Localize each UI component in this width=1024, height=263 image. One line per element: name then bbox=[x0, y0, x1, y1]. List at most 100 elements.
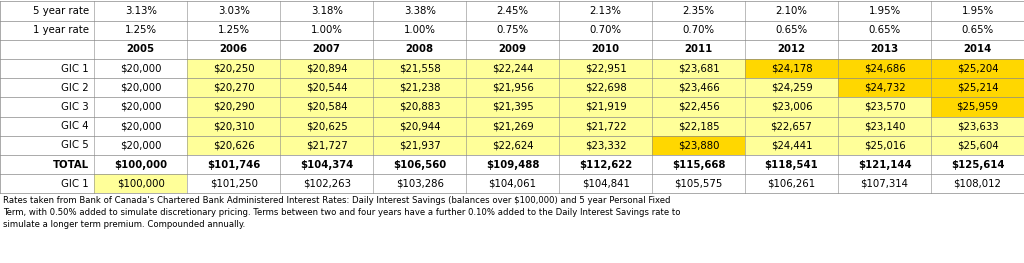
Text: 1.00%: 1.00% bbox=[310, 25, 343, 35]
Text: GIC 2: GIC 2 bbox=[61, 83, 89, 93]
Text: $20,000: $20,000 bbox=[120, 83, 162, 93]
Text: $20,883: $20,883 bbox=[399, 102, 440, 112]
Text: $23,140: $23,140 bbox=[864, 121, 905, 131]
Text: $106,560: $106,560 bbox=[393, 159, 446, 170]
Text: GIC 5: GIC 5 bbox=[61, 140, 89, 150]
Bar bbox=[838, 59, 931, 78]
Text: $125,614: $125,614 bbox=[950, 159, 1005, 170]
Text: $24,178: $24,178 bbox=[771, 63, 812, 74]
Text: 2008: 2008 bbox=[406, 44, 434, 54]
Text: 0.65%: 0.65% bbox=[868, 25, 900, 35]
Bar bbox=[281, 97, 373, 117]
Text: $20,290: $20,290 bbox=[213, 102, 255, 112]
Text: GIC 3: GIC 3 bbox=[61, 102, 89, 112]
Text: $22,624: $22,624 bbox=[492, 140, 534, 150]
Text: $20,894: $20,894 bbox=[306, 63, 347, 74]
Text: $21,558: $21,558 bbox=[398, 63, 440, 74]
Text: $104,061: $104,061 bbox=[488, 179, 537, 189]
Bar bbox=[838, 97, 931, 117]
Bar bbox=[466, 59, 559, 78]
Text: $101,746: $101,746 bbox=[207, 159, 260, 170]
Text: $100,000: $100,000 bbox=[117, 179, 165, 189]
Bar bbox=[652, 78, 745, 97]
Bar bbox=[373, 117, 466, 136]
Text: $20,270: $20,270 bbox=[213, 83, 255, 93]
Text: $24,732: $24,732 bbox=[863, 83, 905, 93]
Text: 2011: 2011 bbox=[684, 44, 713, 54]
Text: $121,144: $121,144 bbox=[858, 159, 911, 170]
Bar bbox=[745, 78, 838, 97]
Text: $22,657: $22,657 bbox=[771, 121, 812, 131]
Text: $20,000: $20,000 bbox=[120, 121, 162, 131]
Bar bbox=[931, 78, 1024, 97]
Text: $24,259: $24,259 bbox=[771, 83, 812, 93]
Text: $103,286: $103,286 bbox=[395, 179, 443, 189]
Text: 1.95%: 1.95% bbox=[962, 6, 993, 16]
Bar bbox=[466, 78, 559, 97]
Text: 3.18%: 3.18% bbox=[310, 6, 343, 16]
Bar bbox=[838, 136, 931, 155]
Text: $20,626: $20,626 bbox=[213, 140, 255, 150]
Bar bbox=[373, 59, 466, 78]
Text: $20,544: $20,544 bbox=[306, 83, 347, 93]
Text: $100,000: $100,000 bbox=[114, 159, 167, 170]
Text: 2.35%: 2.35% bbox=[683, 6, 715, 16]
Bar bbox=[745, 136, 838, 155]
Bar bbox=[745, 97, 838, 117]
Text: $25,959: $25,959 bbox=[956, 102, 998, 112]
Text: $21,269: $21,269 bbox=[492, 121, 534, 131]
Text: 2007: 2007 bbox=[312, 44, 341, 54]
Bar bbox=[559, 136, 652, 155]
Bar bbox=[466, 136, 559, 155]
Bar bbox=[187, 59, 281, 78]
Bar bbox=[559, 78, 652, 97]
Bar bbox=[559, 59, 652, 78]
Text: $24,441: $24,441 bbox=[771, 140, 812, 150]
Text: $118,541: $118,541 bbox=[765, 159, 818, 170]
Text: 1 year rate: 1 year rate bbox=[33, 25, 89, 35]
Text: $22,244: $22,244 bbox=[492, 63, 534, 74]
Bar bbox=[745, 117, 838, 136]
Text: 0.70%: 0.70% bbox=[683, 25, 715, 35]
Bar bbox=[559, 117, 652, 136]
Text: $21,727: $21,727 bbox=[306, 140, 347, 150]
Text: $102,263: $102,263 bbox=[303, 179, 350, 189]
Text: $21,722: $21,722 bbox=[585, 121, 627, 131]
Text: 0.65%: 0.65% bbox=[775, 25, 808, 35]
Text: 0.70%: 0.70% bbox=[590, 25, 622, 35]
Bar bbox=[187, 78, 281, 97]
Text: GIC 1: GIC 1 bbox=[61, 179, 89, 189]
Text: 1.25%: 1.25% bbox=[218, 25, 250, 35]
Bar bbox=[931, 97, 1024, 117]
Bar bbox=[652, 117, 745, 136]
Text: 3.03%: 3.03% bbox=[218, 6, 250, 16]
Bar bbox=[187, 97, 281, 117]
Text: $20,310: $20,310 bbox=[213, 121, 254, 131]
Text: $21,937: $21,937 bbox=[398, 140, 440, 150]
Bar bbox=[931, 136, 1024, 155]
Bar bbox=[281, 78, 373, 97]
Text: $23,681: $23,681 bbox=[678, 63, 720, 74]
Text: 0.75%: 0.75% bbox=[497, 25, 528, 35]
Text: $109,488: $109,488 bbox=[485, 159, 540, 170]
Text: $115,668: $115,668 bbox=[672, 159, 725, 170]
Text: 2009: 2009 bbox=[499, 44, 526, 54]
Text: $23,006: $23,006 bbox=[771, 102, 812, 112]
Bar bbox=[931, 117, 1024, 136]
Text: $20,000: $20,000 bbox=[120, 102, 162, 112]
Text: $21,919: $21,919 bbox=[585, 102, 627, 112]
Bar bbox=[373, 136, 466, 155]
Text: $112,622: $112,622 bbox=[579, 159, 632, 170]
Text: 3.38%: 3.38% bbox=[403, 6, 435, 16]
Text: $25,016: $25,016 bbox=[863, 140, 905, 150]
Text: Rates taken from Bank of Canada's Chartered Bank Administered Interest Rates: Da: Rates taken from Bank of Canada's Charte… bbox=[3, 196, 681, 229]
Bar bbox=[559, 97, 652, 117]
Text: $108,012: $108,012 bbox=[953, 179, 1001, 189]
Bar bbox=[187, 117, 281, 136]
Text: $25,214: $25,214 bbox=[956, 83, 998, 93]
Text: $20,250: $20,250 bbox=[213, 63, 255, 74]
Text: $105,575: $105,575 bbox=[675, 179, 723, 189]
Text: 1.00%: 1.00% bbox=[403, 25, 435, 35]
Text: $101,250: $101,250 bbox=[210, 179, 258, 189]
Text: $20,625: $20,625 bbox=[306, 121, 347, 131]
